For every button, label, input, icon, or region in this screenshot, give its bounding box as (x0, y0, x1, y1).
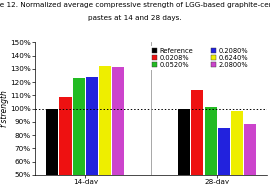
Bar (86, 77, 98, 184)
Text: Figure 12. Normalized average compressive strength of LGG-based graphite-cement: Figure 12. Normalized average compressiv… (0, 2, 270, 8)
Bar (46, 109, 58, 184)
Bar (99, 66, 111, 184)
Text: pastes at 14 and 28 days.: pastes at 14 and 28 days. (88, 15, 182, 21)
Bar (204, 107, 217, 184)
Bar (244, 124, 256, 184)
Bar (231, 111, 243, 184)
Bar (178, 109, 190, 184)
Bar (191, 90, 204, 184)
Bar (59, 97, 72, 184)
Bar (218, 128, 230, 184)
Bar (112, 68, 124, 184)
Y-axis label: f’strength: f’strength (0, 90, 9, 128)
Legend: 0.2080%, 0.6240%, 2.0800%: 0.2080%, 0.6240%, 2.0800% (209, 46, 250, 70)
Bar (73, 78, 85, 184)
